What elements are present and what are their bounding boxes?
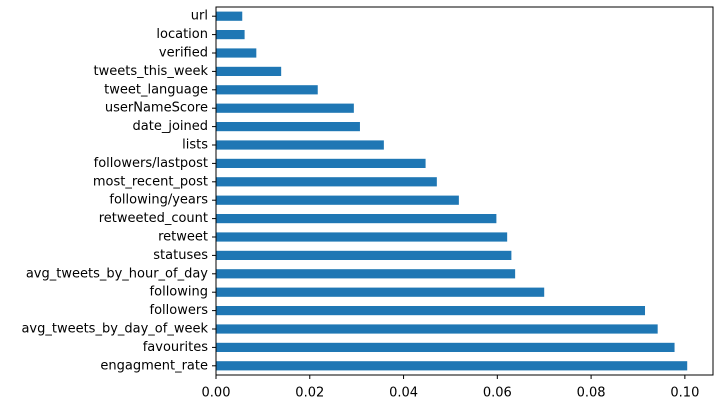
y-tick-label: retweet	[158, 230, 208, 245]
bar-following	[216, 287, 545, 297]
y-tick-label: favourites	[143, 340, 208, 355]
bar-retweet	[216, 232, 508, 242]
bar-url	[216, 11, 243, 21]
bar-followers-lastpost	[216, 158, 426, 168]
y-tick-label: following/years	[109, 193, 208, 208]
y-tick-label: date_joined	[133, 119, 208, 134]
y-tick-label: statuses	[153, 248, 208, 263]
y-tick-label: url	[191, 9, 208, 24]
bar-most-recent-post	[216, 177, 437, 187]
x-tick-label: 0.08	[577, 386, 606, 401]
bar-tweets-this-week	[216, 66, 282, 76]
y-tick-label: tweet_language	[104, 82, 208, 97]
x-tick-label: 0.00	[202, 386, 231, 401]
y-tick-label: retweeted_count	[99, 211, 208, 226]
x-tick-label: 0.10	[670, 386, 699, 401]
y-tick-label: avg_tweets_by_day_of_week	[21, 322, 208, 337]
bar-verified	[216, 48, 257, 58]
y-tick-label-group: engagment_rate favourites avg_tweets_by_da…	[21, 9, 216, 373]
x-tick-label: 0.02	[295, 386, 324, 401]
plot-frame	[215, 6, 714, 376]
bar-tweet-language	[216, 85, 318, 95]
x-tick-label: 0.06	[483, 386, 512, 401]
y-tick-label: tweets_this_week	[94, 64, 209, 79]
bar-avg-tweets-by-hour-of-day	[216, 269, 516, 279]
bar-avg-tweets-by-day-of-week	[216, 324, 658, 334]
x-tick-label: 0.04	[389, 386, 418, 401]
y-tick-label: following	[150, 285, 208, 300]
bar-group	[216, 11, 688, 371]
y-tick-label: location	[156, 27, 208, 42]
bar-location	[216, 30, 245, 40]
y-tick-label: lists	[182, 138, 208, 153]
y-tick-label: avg_tweets_by_hour_of_day	[26, 266, 208, 281]
bar-following-years	[216, 195, 459, 205]
y-tick-label: engagment_rate	[100, 358, 208, 373]
bar-engagment-rate	[216, 361, 688, 371]
y-tick-label: most_recent_post	[93, 174, 208, 189]
y-tick-label: followers/lastpost	[94, 156, 208, 171]
bar-favourites	[216, 342, 675, 352]
bar-followers	[216, 306, 646, 316]
bar-lists	[216, 140, 384, 150]
bar-userNameScore	[216, 103, 354, 113]
x-axis: 0.00 0.02 0.04 0.06 0.08 0.10	[202, 375, 699, 401]
y-tick-label: userNameScore	[105, 101, 208, 116]
y-tick-label: verified	[159, 46, 208, 61]
y-tick-label: followers	[150, 303, 209, 318]
bar-retweeted-count	[216, 214, 497, 224]
bar-statuses	[216, 250, 512, 260]
bar-date-joined	[216, 122, 360, 132]
